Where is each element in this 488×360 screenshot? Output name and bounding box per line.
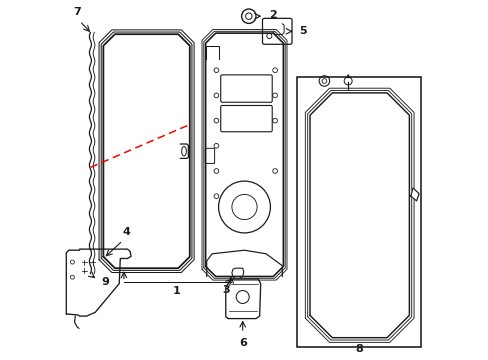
Text: 9: 9 [101, 276, 109, 287]
Text: 7: 7 [73, 7, 81, 17]
Text: 8: 8 [354, 343, 362, 354]
Text: 3: 3 [222, 285, 229, 295]
Polygon shape [410, 188, 418, 201]
Text: 5: 5 [299, 26, 306, 36]
Text: 1: 1 [173, 286, 181, 296]
Bar [296, 77, 420, 347]
Text: 2: 2 [268, 10, 276, 20]
Text: 4: 4 [122, 227, 130, 237]
Polygon shape [345, 74, 350, 78]
Text: 6: 6 [238, 338, 246, 348]
